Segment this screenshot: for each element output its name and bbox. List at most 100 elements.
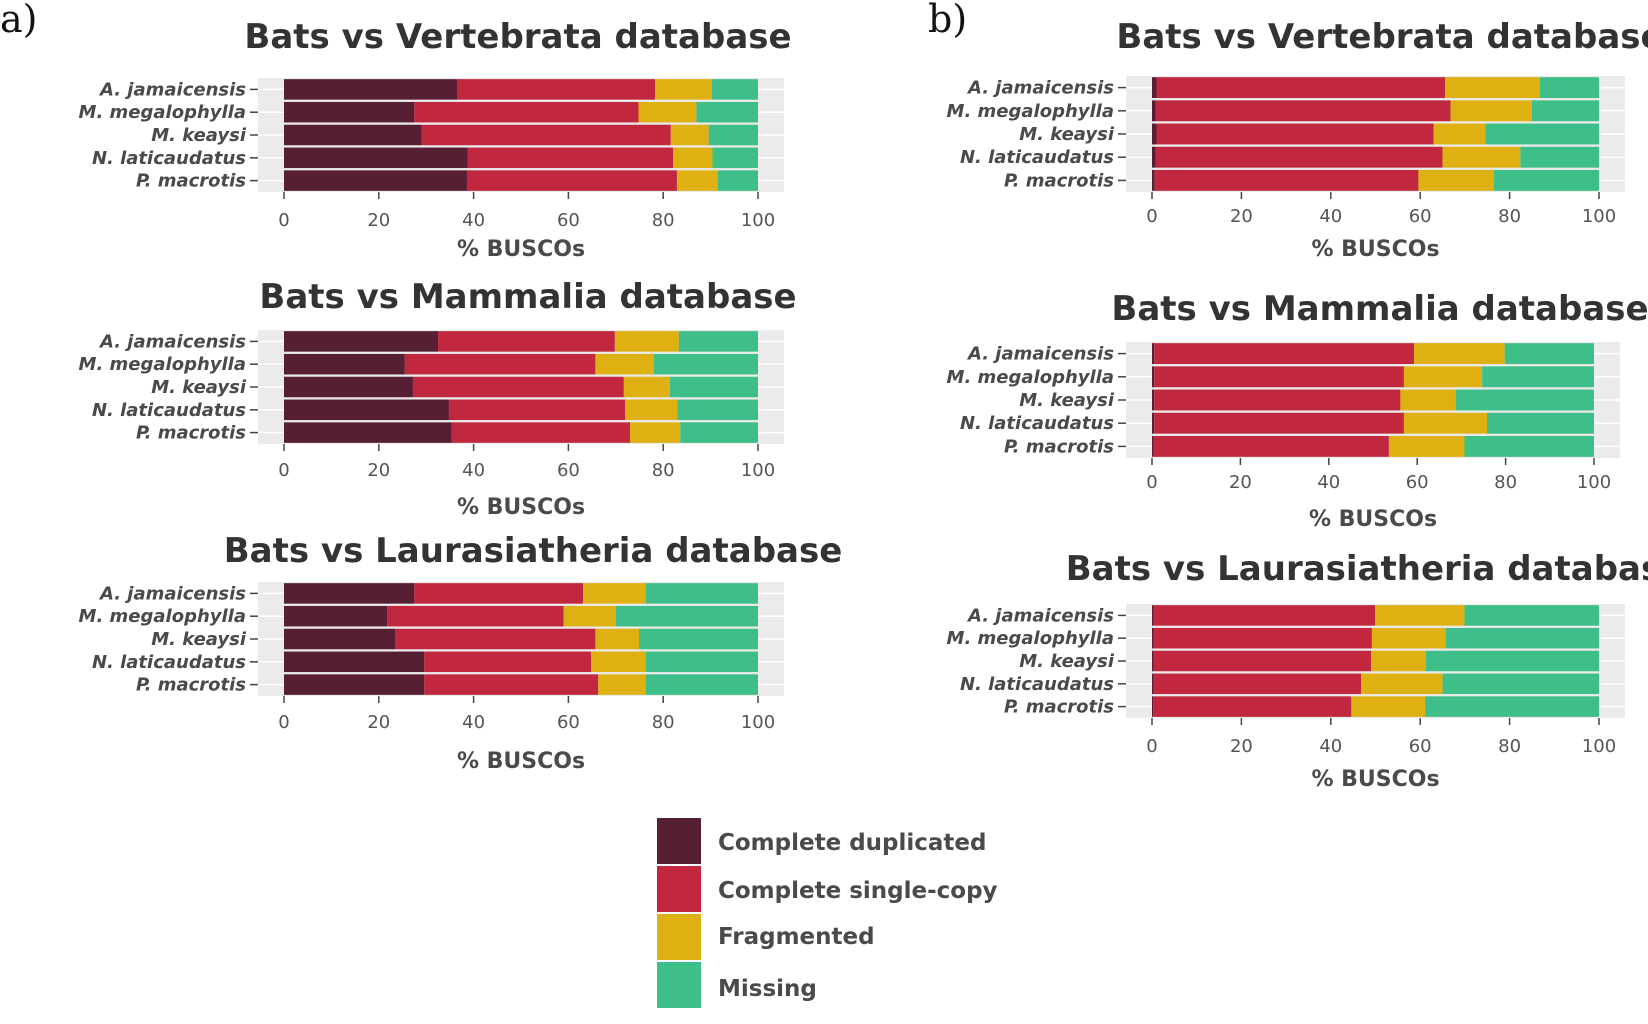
bar-complete-duplicated-4 [1152,146,1156,168]
bar-fragmented-4 [1361,673,1443,695]
bar-complete-duplicated-1 [284,79,458,100]
x-tick-label: 40 [462,460,485,481]
chart-title: Bats vs Mammalia database [259,277,796,317]
bar-fragmented-2 [638,101,697,123]
x-tick-label: 20 [367,712,390,733]
category-label: M. keaysi [151,629,247,650]
bar-missing-2 [1531,100,1599,122]
bar-complete-single-copy-3 [412,376,624,398]
bar-complete-duplicated-3 [284,628,396,650]
x-tick-label: 0 [278,210,289,231]
bar-complete-single-copy-5 [1153,696,1352,717]
x-tick-label: 40 [462,210,485,231]
bar-missing-1 [678,331,758,352]
bar-missing-1 [645,583,758,604]
bar-complete-duplicated-2 [1152,627,1154,649]
bar-complete-single-copy-5 [424,674,599,695]
bar-complete-single-copy-4 [448,399,626,421]
bar-fragmented-1 [1445,77,1540,99]
bar-complete-single-copy-4 [1154,412,1404,434]
bar-complete-single-copy-3 [1154,389,1401,411]
bar-complete-duplicated-2 [1152,100,1156,122]
category-label: M. keaysi [151,125,247,146]
x-tick-label: 20 [1230,206,1253,227]
x-tick-label: 80 [652,712,675,733]
x-tick-label: 80 [1498,736,1521,757]
x-tick-label: 20 [1230,736,1253,757]
bar-missing-3 [1455,389,1594,411]
bar-complete-duplicated-2 [284,605,388,627]
bar-complete-single-copy-1 [1153,605,1376,626]
bar-complete-duplicated-1 [284,331,439,352]
bar-complete-duplicated-4 [284,399,449,421]
x-tick-label: 40 [1317,472,1340,493]
x-axis-label: % BUSCOs [1309,507,1437,532]
bar-complete-single-copy-2 [387,605,564,627]
x-tick-label: 0 [1146,472,1157,493]
bar-complete-duplicated-1 [1152,605,1154,626]
bar-missing-4 [1487,412,1594,434]
bar-fragmented-4 [625,399,678,421]
category-label: A. jamaicensis [98,79,246,100]
category-label: M. megalophylla [79,354,246,375]
bar-complete-single-copy-1 [1154,343,1415,365]
bar-missing-2 [653,353,758,375]
bar-complete-duplicated-4 [284,147,468,169]
x-axis-label: % BUSCOs [457,749,585,774]
bar-missing-5 [680,422,758,443]
bar-complete-single-copy-4 [1155,146,1443,168]
bar-fragmented-1 [655,79,713,100]
bar-complete-duplicated-2 [284,101,415,123]
legend: Complete duplicated Complete single-copy F… [657,818,998,1008]
bar-complete-single-copy-1 [414,583,584,604]
panel-label-a: a) [0,0,37,41]
bar-complete-single-copy-3 [421,124,671,146]
category-label: M. keaysi [1019,390,1115,411]
category-label: N. laticaudatus [92,148,246,169]
x-tick-label: 100 [741,712,775,733]
bar-fragmented-2 [1403,366,1483,388]
category-label: A. jamaicensis [98,583,246,604]
bar-fragmented-3 [1371,650,1427,672]
x-tick-label: 0 [1146,206,1157,227]
chart-title: Bats vs Laurasiatheria database [224,531,843,571]
bar-complete-duplicated-5 [284,674,425,695]
bar-missing-3 [708,124,758,146]
bar-complete-duplicated-3 [1152,123,1157,145]
legend-key-complete-single-copy [657,866,701,912]
category-label: N. laticaudatus [960,413,1114,434]
x-axis-label: % BUSCOs [1311,767,1439,792]
bar-missing-4 [677,399,758,421]
x-tick-label: 80 [652,210,675,231]
bar-missing-4 [712,147,758,169]
x-tick-label: 60 [557,460,580,481]
bar-complete-single-copy-2 [1155,100,1451,122]
bar-complete-single-copy-5 [466,170,677,191]
legend-label-missing: Missing [718,976,817,1002]
bar-missing-3 [1485,123,1599,145]
x-axis-label: % BUSCOs [457,495,585,520]
bar-missing-2 [1445,627,1599,649]
category-label: M. keaysi [1019,124,1115,145]
legend-key-missing [657,962,701,1008]
x-tick-label: 60 [557,210,580,231]
bar-complete-duplicated-5 [284,422,452,443]
x-tick-label: 0 [278,712,289,733]
bar-fragmented-4 [1403,412,1488,434]
category-label: P. macrotis [1004,170,1114,191]
bar-missing-1 [1504,343,1594,365]
category-label: P. macrotis [136,675,246,696]
bar-complete-duplicated-3 [284,124,422,146]
bar-missing-2 [1482,366,1594,388]
bar-missing-1 [1464,605,1599,626]
x-tick-label: 100 [741,460,775,481]
legend-key-fragmented [657,914,701,960]
bar-complete-duplicated-2 [284,353,405,375]
bar-complete-single-copy-2 [1153,627,1372,649]
bar-complete-single-copy-1 [1156,77,1446,99]
x-tick-label: 40 [1319,206,1342,227]
x-tick-label: 0 [1146,736,1157,757]
